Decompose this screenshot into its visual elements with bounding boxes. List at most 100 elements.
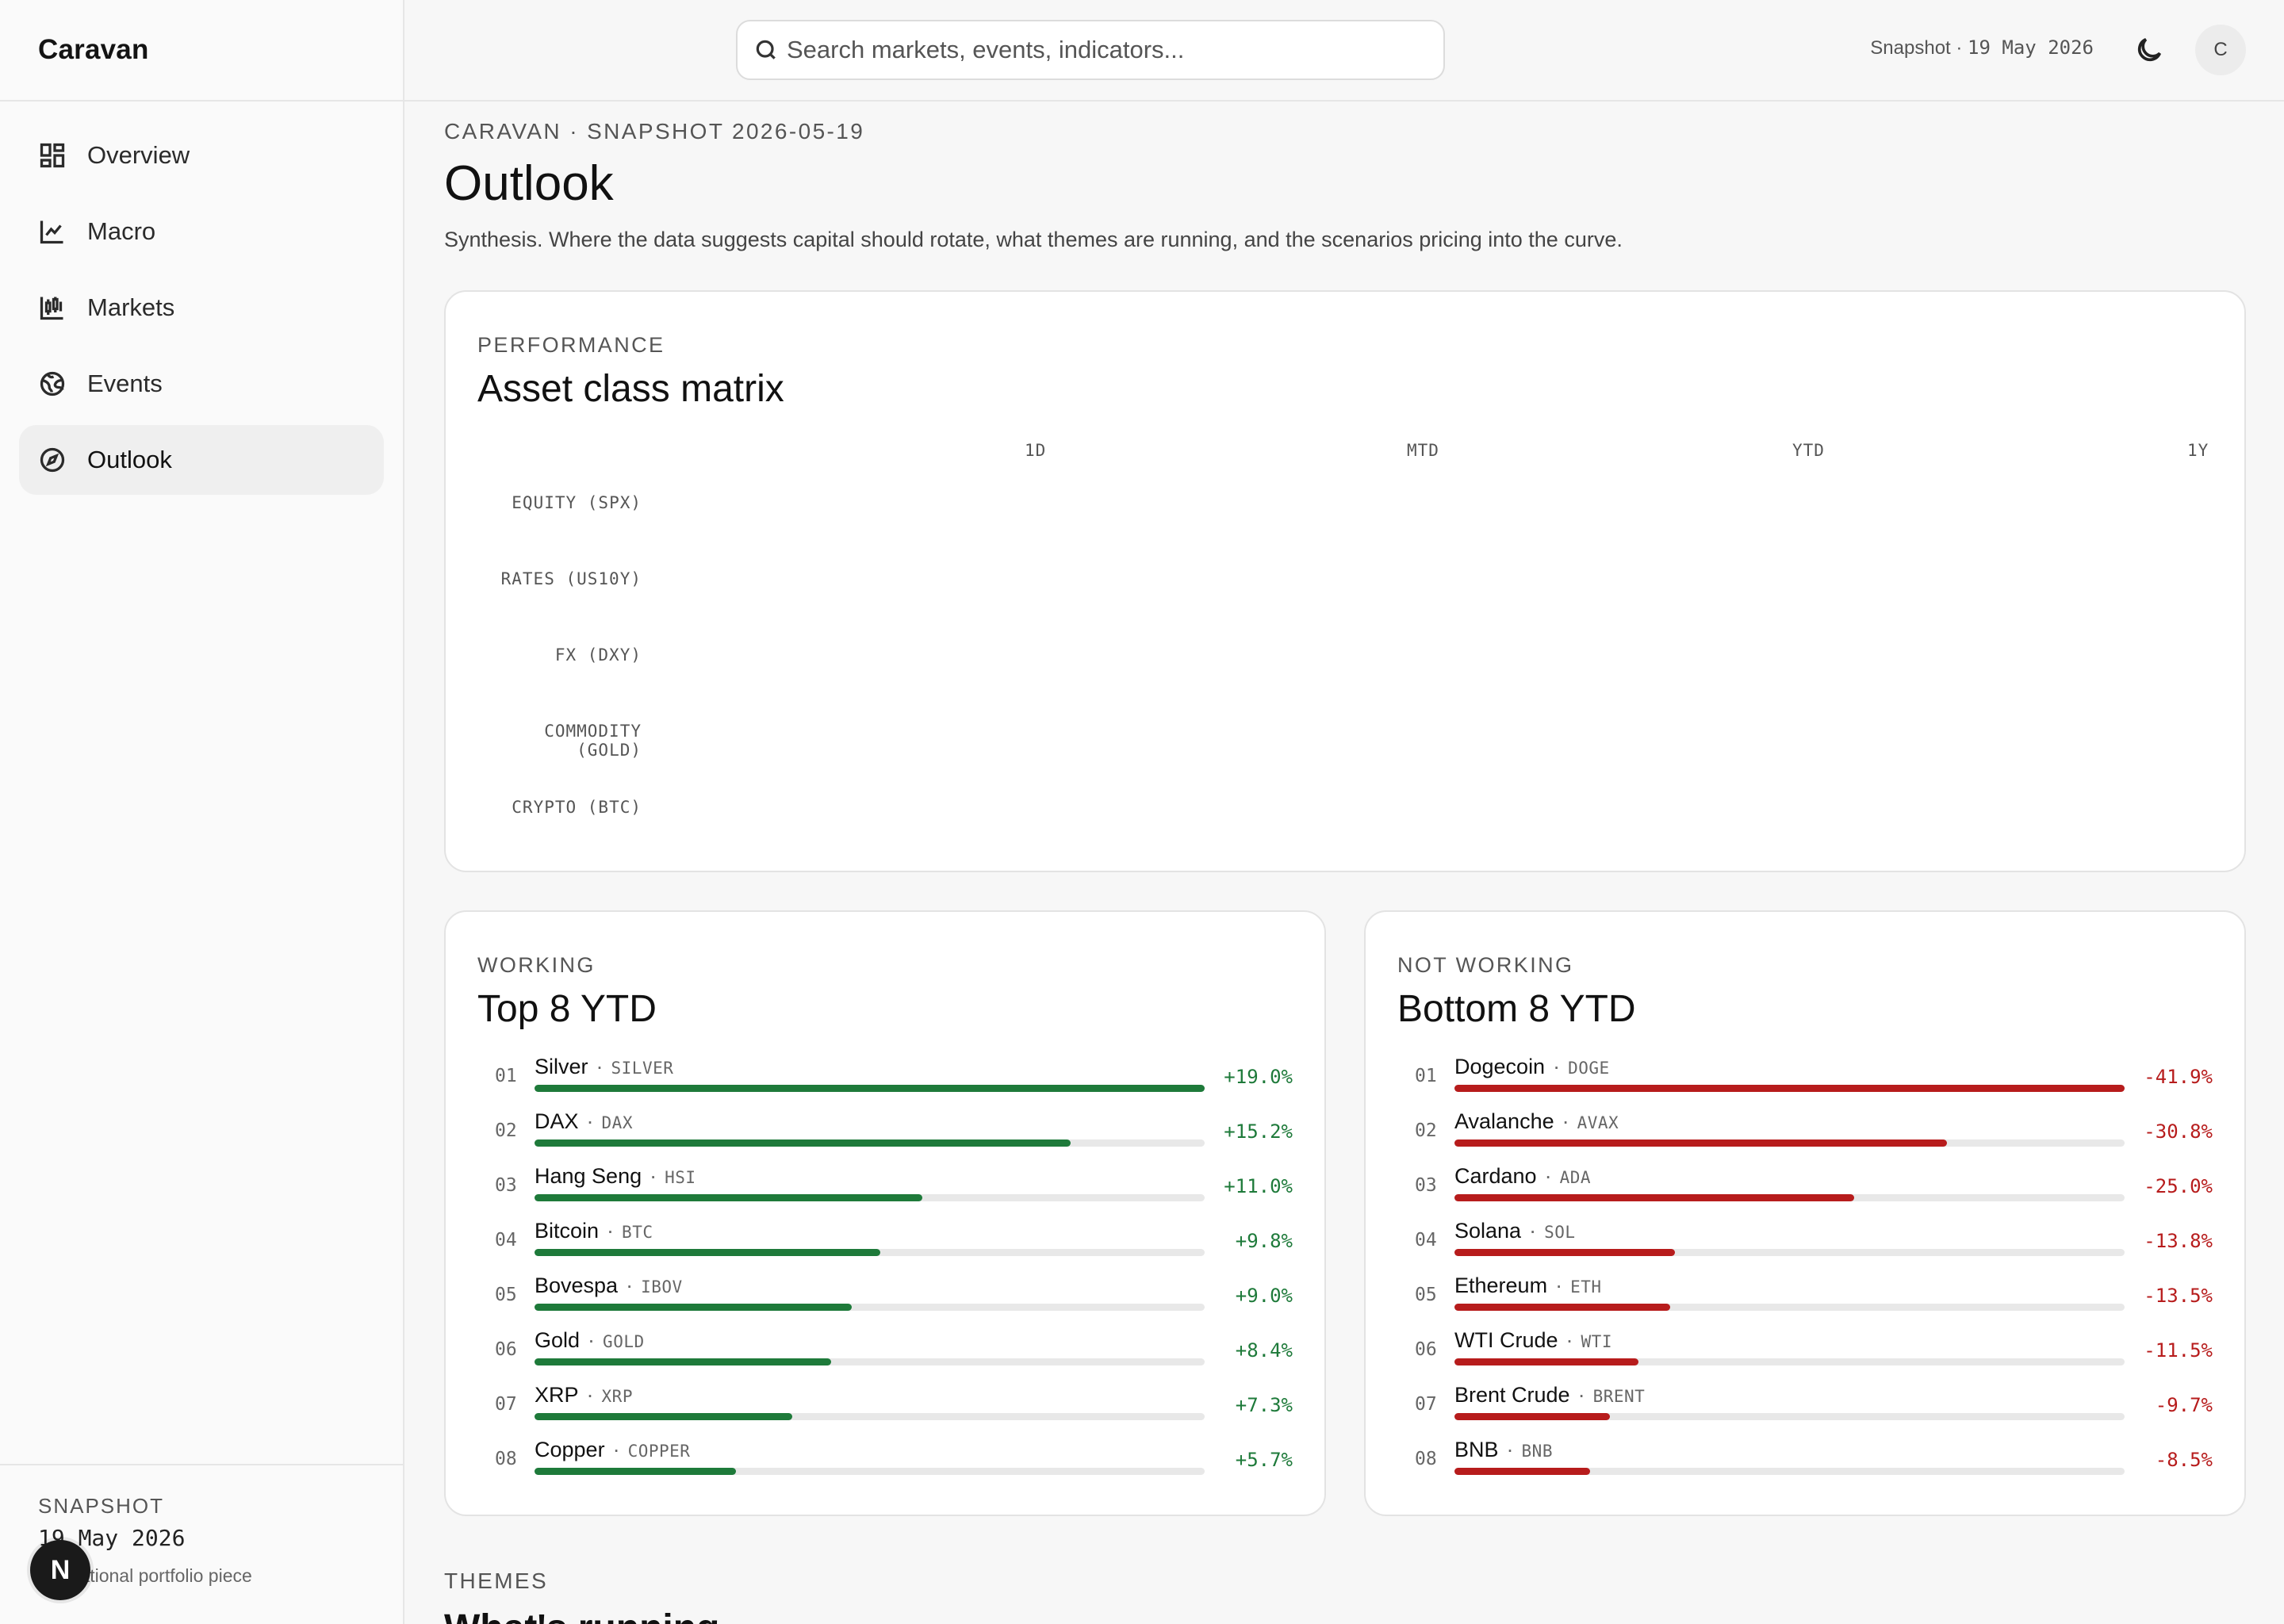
app-logo[interactable]: Caravan <box>0 0 403 102</box>
bar-fill <box>1454 1139 1948 1147</box>
asset-name: Hang Seng · HSI <box>535 1164 696 1189</box>
bar-fill <box>535 1413 792 1420</box>
asset-label: WTI Crude <box>1454 1328 1558 1352</box>
rank-number: 05 <box>495 1285 517 1305</box>
list-item[interactable]: 05 Bovespa · IBOV +9.0% <box>477 1274 1293 1328</box>
sidebar-item-markets[interactable]: Markets <box>19 273 384 343</box>
dev-indicator-badge[interactable]: N <box>30 1540 90 1600</box>
asset-name: Gold · GOLD <box>535 1328 645 1353</box>
sidebar-item-events[interactable]: Events <box>19 349 384 419</box>
asset-return: +5.7% <box>1235 1449 1293 1471</box>
asset-label: Dogecoin <box>1454 1055 1546 1078</box>
list-item[interactable]: 08 BNB · BNB -8.5% <box>1397 1438 2213 1492</box>
list-item[interactable]: 04 Bitcoin · BTC +9.8% <box>477 1219 1293 1274</box>
asset-class-matrix-card: PERFORMANCE Asset class matrix 1D MTD YT… <box>444 290 2246 872</box>
bar-track <box>535 1304 1205 1311</box>
sidebar-item-overview[interactable]: Overview <box>19 121 384 190</box>
asset-return: +8.4% <box>1235 1339 1293 1362</box>
list-item[interactable]: 07 XRP · XRP +7.3% <box>477 1383 1293 1438</box>
asset-name: Copper · COPPER <box>535 1438 690 1462</box>
rank-number: 07 <box>495 1394 517 1415</box>
snapshot-date: 19 May 2026 <box>38 1525 186 1551</box>
bar-track <box>1454 1304 2125 1311</box>
bar-fill <box>535 1085 1205 1092</box>
bar-track <box>1454 1249 2125 1256</box>
list-item[interactable]: 03 Hang Seng · HSI +11.0% <box>477 1164 1293 1219</box>
asset-label: Copper <box>535 1438 605 1461</box>
separator-dot: · <box>1553 1055 1561 1078</box>
rank-number: 06 <box>1415 1339 1437 1360</box>
list-item[interactable]: 02 Avalanche · AVAX -30.8% <box>1397 1109 2213 1164</box>
sidebar: Caravan Overview Macro Markets Events <box>0 0 404 1624</box>
snapshot-date-top: 19 May 2026 <box>1968 36 2094 59</box>
list-item[interactable]: 02 DAX · DAX +15.2% <box>477 1109 1293 1164</box>
asset-return: +15.2% <box>1224 1120 1293 1143</box>
bar-track <box>1454 1139 2125 1147</box>
sidebar-item-macro[interactable]: Macro <box>19 197 384 266</box>
asset-name: Cardano · ADA <box>1454 1164 1591 1189</box>
asset-label: Hang Seng <box>535 1164 642 1188</box>
rank-number: 02 <box>1415 1120 1437 1141</box>
list-item[interactable]: 01 Dogecoin · DOGE -41.9% <box>1397 1055 2213 1109</box>
asset-label: Gold <box>535 1328 581 1352</box>
sidebar-item-label: Events <box>87 370 163 397</box>
matrix-col-ytd: YTD <box>1792 441 1825 460</box>
asset-return: -13.5% <box>2144 1285 2213 1307</box>
matrix-grid: 1D MTD YTD 1Y EQUITY (SPX) RATES (US10Y)… <box>477 411 2213 823</box>
asset-return: -25.0% <box>2144 1175 2213 1197</box>
list-item[interactable]: 05 Ethereum · ETH -13.5% <box>1397 1274 2213 1328</box>
asset-ticker: ETH <box>1570 1277 1602 1297</box>
list-item[interactable]: 06 WTI Crude · WTI -11.5% <box>1397 1328 2213 1383</box>
separator-dot: · <box>650 1164 657 1188</box>
bar-track <box>535 1468 1205 1475</box>
card-eyebrow: WORKING <box>477 953 596 977</box>
sidebar-item-label: Outlook <box>87 446 172 473</box>
section-title: What's running <box>444 1607 719 1624</box>
asset-name: Avalanche · AVAX <box>1454 1109 1619 1134</box>
bar-fill <box>535 1194 923 1201</box>
snapshot-prefix: Snapshot · <box>1870 37 1968 59</box>
separator-dot: · <box>586 1383 594 1407</box>
asset-label: Ethereum <box>1454 1274 1548 1297</box>
search-box[interactable] <box>736 20 1445 80</box>
asset-label: Avalanche <box>1454 1109 1554 1133</box>
list-item[interactable]: 08 Copper · COPPER +5.7% <box>477 1438 1293 1492</box>
asset-ticker: XRP <box>601 1387 633 1406</box>
list-item[interactable]: 03 Cardano · ADA -25.0% <box>1397 1164 2213 1219</box>
search-input[interactable] <box>787 36 1437 64</box>
asset-label: Bitcoin <box>535 1219 600 1243</box>
bar-fill <box>1454 1304 1671 1311</box>
matrix-col-mtd: MTD <box>1407 441 1439 460</box>
sidebar-item-outlook[interactable]: Outlook <box>19 425 384 495</box>
list-item[interactable]: 06 Gold · GOLD +8.4% <box>477 1328 1293 1383</box>
asset-name: Solana · SOL <box>1454 1219 1576 1243</box>
main-content: CARAVAN · SNAPSHOT 2026-05-19 Outlook Sy… <box>444 102 2246 1624</box>
theme-toggle-button[interactable] <box>2133 34 2165 66</box>
asset-label: Bovespa <box>535 1274 619 1297</box>
asset-label: XRP <box>535 1383 579 1407</box>
sidebar-item-label: Macro <box>87 217 156 245</box>
asset-name: BNB · BNB <box>1454 1438 1553 1462</box>
list-item[interactable]: 04 Solana · SOL -13.8% <box>1397 1219 2213 1274</box>
matrix-row-equity: EQUITY (SPX) <box>512 493 642 512</box>
page-subtitle: Synthesis. Where the data suggests capit… <box>444 228 1623 251</box>
list-item[interactable]: 07 Brent Crude · BRENT -9.7% <box>1397 1383 2213 1438</box>
sidebar-item-label: Markets <box>87 293 175 321</box>
dashboard-icon <box>38 141 67 170</box>
search-icon <box>756 40 776 59</box>
globe-icon <box>38 370 67 398</box>
bar-track <box>535 1358 1205 1365</box>
rank-number: 06 <box>495 1339 517 1360</box>
bar-fill <box>1454 1413 1610 1420</box>
asset-label: BNB <box>1454 1438 1499 1461</box>
list-item[interactable]: 01 Silver · SILVER +19.0% <box>477 1055 1293 1109</box>
separator-dot: · <box>1555 1274 1563 1297</box>
bar-track <box>1454 1358 2125 1365</box>
asset-ticker: WTI <box>1581 1332 1612 1351</box>
bar-fill <box>1454 1468 1591 1475</box>
card-eyebrow: NOT WORKING <box>1397 953 1574 977</box>
matrix-col-1y: 1Y <box>2187 441 2209 460</box>
matrix-row-fx: FX (DXY) <box>554 645 642 665</box>
avatar[interactable]: C <box>2195 25 2246 75</box>
asset-return: -13.8% <box>2144 1230 2213 1252</box>
